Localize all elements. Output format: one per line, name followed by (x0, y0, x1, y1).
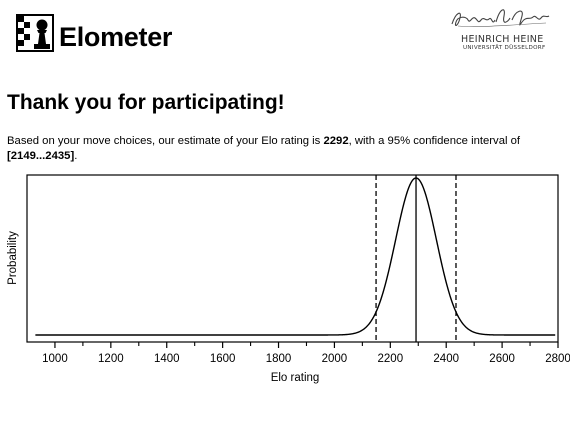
x-axis-tick-labels: 1000 1200 1400 1600 1800 2000 2200 2400 2600 2800 (42, 353, 570, 365)
result-intro: Based on your move choices, our estimate… (7, 135, 324, 147)
plot-frame (26, 174, 559, 343)
chess-pawn-on-board-icon (16, 14, 54, 52)
reference-lines (375, 175, 457, 342)
header: Elometer HEINRICH HEINE UNIVERSITÄT DÜSS… (0, 0, 570, 60)
x-axis-label: Elo rating (271, 372, 320, 384)
elo-estimate: 2292 (323, 135, 349, 147)
elo-probability-chart: 1000 1200 1400 1600 1800 2000 2200 2400 2600 2800… (0, 170, 570, 386)
confidence-interval: [2149...2435] (7, 150, 75, 162)
x-tick-label: 1200 (98, 353, 124, 365)
university-logo[interactable]: HEINRICH HEINE UNIVERSITÄT DÜSSELDORF (448, 4, 556, 54)
university-subtitle: UNIVERSITÄT DÜSSELDORF (463, 45, 546, 51)
x-tick-label: 2200 (378, 353, 404, 365)
result-text: Based on your move choices, our estimate… (7, 134, 527, 164)
app-name: Elometer (59, 21, 173, 52)
result-end: . (74, 150, 78, 162)
x-tick-label: 1600 (210, 353, 236, 365)
x-axis-ticks (54, 342, 559, 348)
x-tick-label: 1400 (154, 353, 180, 365)
result-middle: , with a 95% confidence interval of (348, 135, 521, 147)
university-name: HEINRICH HEINE (461, 34, 544, 45)
x-tick-label: 2800 (545, 353, 570, 365)
x-tick-label: 2400 (433, 353, 459, 365)
signature-icon (451, 9, 550, 27)
chart-svg: 1000 1200 1400 1600 1800 2000 2200 2400 2600 2800… (7, 174, 570, 384)
series-line (35, 177, 556, 336)
y-axis-label: Probability (7, 231, 19, 285)
x-tick-label: 2600 (489, 353, 515, 365)
elometer-logo[interactable]: Elometer (16, 14, 172, 52)
x-tick-label: 1000 (42, 353, 68, 365)
page-title: Thank you for participating! (7, 91, 285, 114)
x-tick-label: 2000 (322, 353, 348, 365)
x-tick-label: 1800 (266, 353, 292, 365)
